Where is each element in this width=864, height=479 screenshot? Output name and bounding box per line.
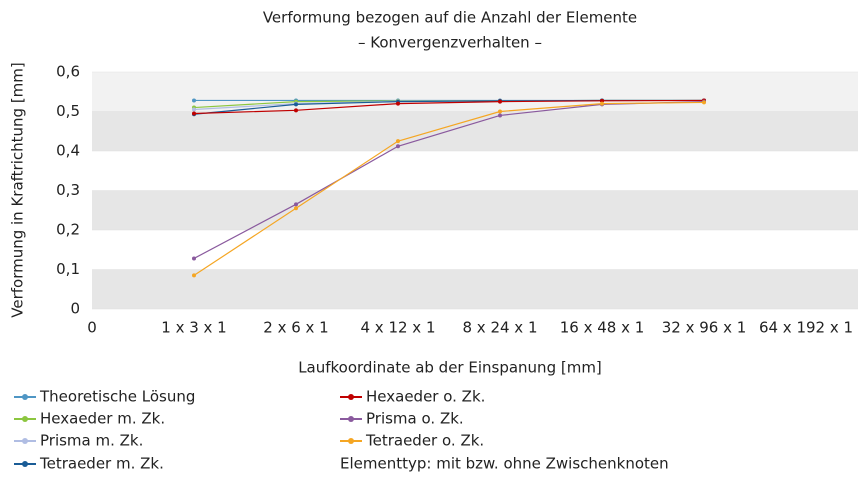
- grid-band: [92, 111, 858, 151]
- legend-marker: [22, 461, 28, 467]
- x-tick-label: 8 x 24 x 1: [463, 319, 538, 337]
- legend-label: Hexaeder o. Zk.: [366, 388, 485, 406]
- y-tick-label: 0,3: [56, 181, 80, 199]
- legend-label: Tetraeder m. Zk.: [39, 455, 164, 473]
- y-tick-label: 0,5: [56, 102, 80, 120]
- data-point: [498, 99, 502, 104]
- x-axis-label: Laufkoordinate ab der Einspanung [mm]: [298, 359, 602, 377]
- data-point: [498, 113, 502, 118]
- grid-band: [92, 72, 858, 112]
- grid-band: [92, 269, 858, 309]
- data-point: [396, 101, 400, 106]
- legend-label: Tetraeder o. Zk.: [365, 432, 484, 450]
- legend-marker: [348, 438, 354, 444]
- series-line: [193, 99, 705, 115]
- data-point: [192, 107, 196, 112]
- data-point: [702, 100, 706, 105]
- legend-label: Prisma m. Zk.: [40, 432, 143, 450]
- legend-marker: [22, 394, 28, 400]
- y-tick-label: 0,2: [56, 221, 80, 239]
- y-axis-label: Verformung in Kraftrichtung [mm]: [9, 62, 27, 318]
- x-tick-label: 16 x 48 x 1: [560, 319, 645, 337]
- y-tick-label: 0,6: [56, 63, 80, 81]
- data-point: [192, 111, 196, 116]
- grid-band: [92, 190, 858, 230]
- data-point: [294, 206, 298, 211]
- x-tick-label: 4 x 12 x 1: [361, 319, 436, 337]
- data-point: [294, 102, 298, 107]
- legend-marker: [348, 416, 354, 422]
- data-point: [192, 273, 196, 278]
- series-line: [193, 101, 705, 276]
- x-tick-label: 2 x 6 x 1: [263, 319, 328, 337]
- chart-subtitle: – Konvergenzverhalten –: [358, 34, 542, 52]
- data-point: [396, 139, 400, 144]
- x-tick-label: 32 x 96 x 1: [662, 319, 747, 337]
- data-point: [192, 98, 196, 103]
- data-point: [498, 109, 502, 114]
- legend-label: Hexaeder m. Zk.: [40, 410, 165, 428]
- y-tick-label: 0: [70, 300, 80, 318]
- y-tick-label: 0,1: [56, 260, 80, 278]
- y-tick-label: 0,4: [56, 142, 80, 160]
- legend-marker: [22, 438, 28, 444]
- legend-marker: [348, 394, 354, 400]
- legend-label: Prisma o. Zk.: [366, 410, 464, 428]
- x-tick-label: 1 x 3 x 1: [161, 319, 226, 337]
- chart-title: Verformung bezogen auf die Anzahl der El…: [263, 9, 637, 27]
- data-point: [192, 256, 196, 261]
- data-point: [294, 108, 298, 113]
- data-point: [294, 202, 298, 207]
- data-point: [396, 144, 400, 149]
- legend-label: Theoretische Lösung: [39, 388, 195, 406]
- legend-note: Elementtyp: mit bzw. ohne Zwischenknoten: [340, 455, 669, 473]
- grid-band: [92, 151, 858, 191]
- x-tick-label: 64 x 192 x 1: [759, 319, 853, 337]
- legend-marker: [22, 416, 28, 422]
- data-point: [600, 101, 604, 106]
- grid-band: [92, 230, 858, 270]
- x-tick-label: 0: [87, 319, 97, 337]
- data-point: [600, 98, 604, 103]
